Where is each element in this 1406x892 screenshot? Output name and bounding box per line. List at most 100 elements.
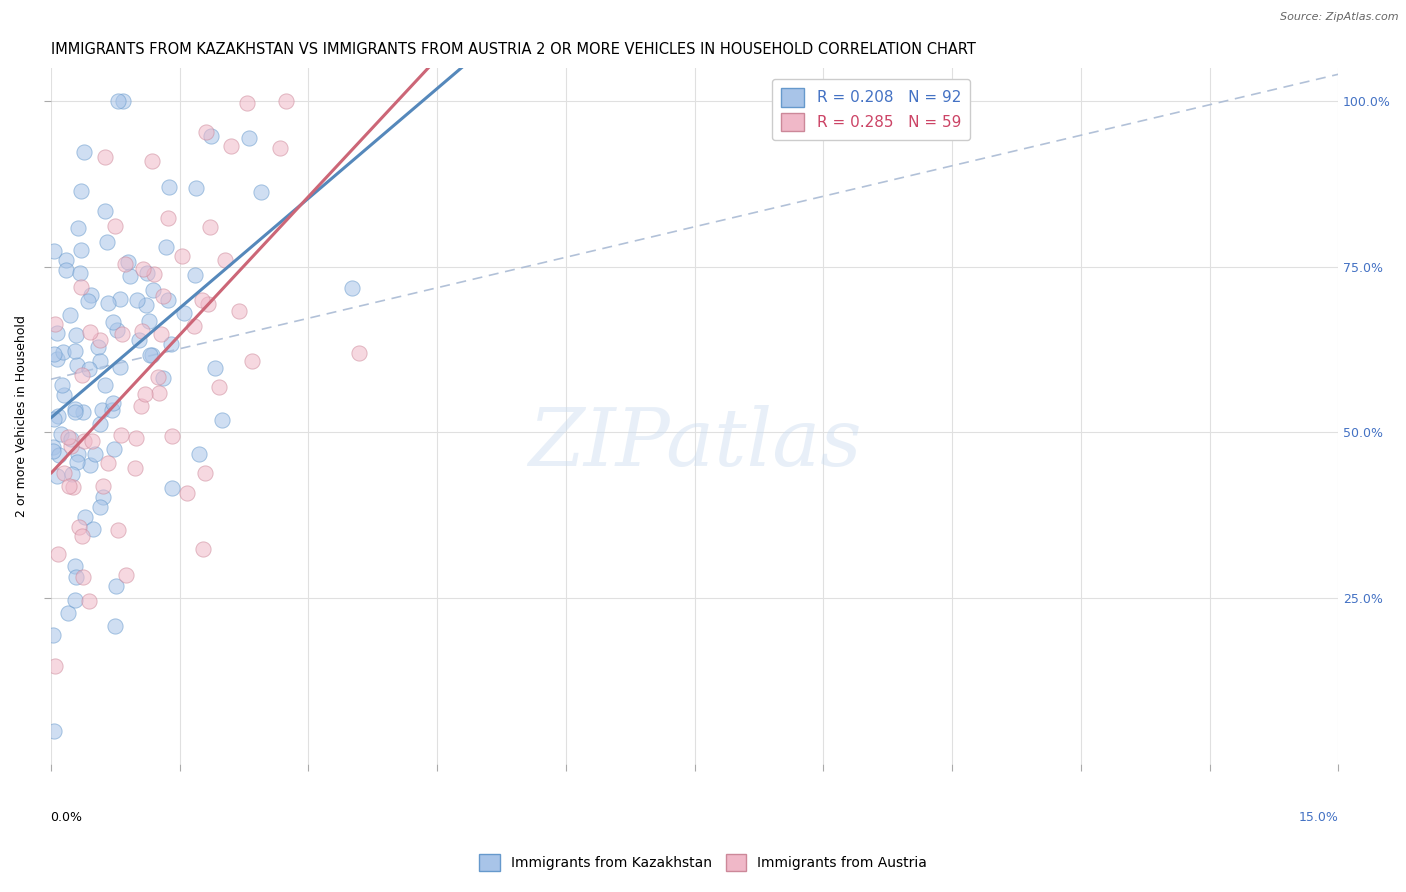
Point <box>69 184 91 198</box>
Point <box>77 594 100 608</box>
Point <box>97 456 120 470</box>
Point <box>87 340 110 354</box>
Point <box>146 369 169 384</box>
Point <box>134 387 156 401</box>
Point <box>112 94 135 108</box>
Point <box>84 447 107 461</box>
Point <box>103 315 125 329</box>
Point <box>41 628 63 642</box>
Point <box>142 267 165 281</box>
Point <box>194 466 217 480</box>
Point <box>41 441 63 455</box>
Point <box>52 466 75 480</box>
Point <box>73 145 96 159</box>
Point <box>67 519 90 533</box>
Point <box>160 337 183 351</box>
Point <box>187 447 209 461</box>
Point <box>89 353 111 368</box>
Point <box>48 448 70 462</box>
Point <box>191 541 214 556</box>
Point <box>186 181 208 195</box>
Legend: R = 0.208   N = 92, R = 0.285   N = 59: R = 0.208 N = 92, R = 0.285 N = 59 <box>772 78 970 141</box>
Point <box>110 293 132 307</box>
Point <box>104 618 127 632</box>
Point <box>79 362 101 376</box>
Point <box>79 458 101 472</box>
Point <box>157 293 180 308</box>
Point <box>94 203 117 218</box>
Point <box>55 263 77 277</box>
Point <box>342 281 364 295</box>
Point <box>42 412 65 426</box>
Point <box>152 370 174 384</box>
Point <box>63 592 86 607</box>
Point <box>52 387 75 401</box>
Point <box>58 479 80 493</box>
Point <box>66 358 89 372</box>
Point <box>128 333 150 347</box>
Point <box>131 324 153 338</box>
Point <box>59 308 82 322</box>
Point <box>66 447 89 461</box>
Point <box>89 417 111 432</box>
Point <box>157 179 180 194</box>
Point <box>93 378 115 392</box>
Point <box>191 293 214 308</box>
Point <box>107 94 129 108</box>
Point <box>63 401 86 416</box>
Point <box>45 326 67 340</box>
Point <box>235 96 257 111</box>
Point <box>141 153 163 168</box>
Point <box>200 129 222 144</box>
Point <box>65 343 87 358</box>
Point <box>142 284 165 298</box>
Point <box>72 434 94 448</box>
Point <box>198 220 221 235</box>
Point <box>44 244 66 258</box>
Point <box>136 266 159 280</box>
Point <box>70 280 93 294</box>
Point <box>214 253 236 268</box>
Point <box>70 368 93 382</box>
Point <box>51 377 73 392</box>
Point <box>148 385 170 400</box>
Point <box>66 455 89 469</box>
Point <box>129 399 152 413</box>
Point <box>274 94 297 108</box>
Point <box>103 395 125 409</box>
Point <box>195 125 218 139</box>
Point <box>111 327 134 342</box>
Point <box>82 522 104 536</box>
Point <box>41 444 63 458</box>
Point <box>89 500 111 514</box>
Point <box>219 139 242 153</box>
Point <box>110 428 132 442</box>
Point <box>52 345 75 359</box>
Point <box>115 567 138 582</box>
Point <box>141 347 163 361</box>
Point <box>120 268 142 283</box>
Point <box>238 131 260 145</box>
Point <box>96 235 118 250</box>
Point <box>157 211 180 226</box>
Point <box>72 405 94 419</box>
Point <box>135 298 157 312</box>
Point <box>59 432 82 446</box>
Point <box>44 658 66 673</box>
Point <box>197 297 219 311</box>
Point <box>160 429 183 443</box>
Point <box>65 559 87 574</box>
Point <box>139 347 162 361</box>
Point <box>125 293 148 308</box>
Point <box>46 547 69 561</box>
Point <box>105 323 128 337</box>
Text: Source: ZipAtlas.com: Source: ZipAtlas.com <box>1281 12 1399 21</box>
Point <box>101 402 124 417</box>
Point <box>55 253 77 268</box>
Point <box>117 254 139 268</box>
Point <box>60 467 83 481</box>
Point <box>65 327 87 342</box>
Point <box>176 486 198 500</box>
Point <box>79 326 101 340</box>
Point <box>42 724 65 739</box>
